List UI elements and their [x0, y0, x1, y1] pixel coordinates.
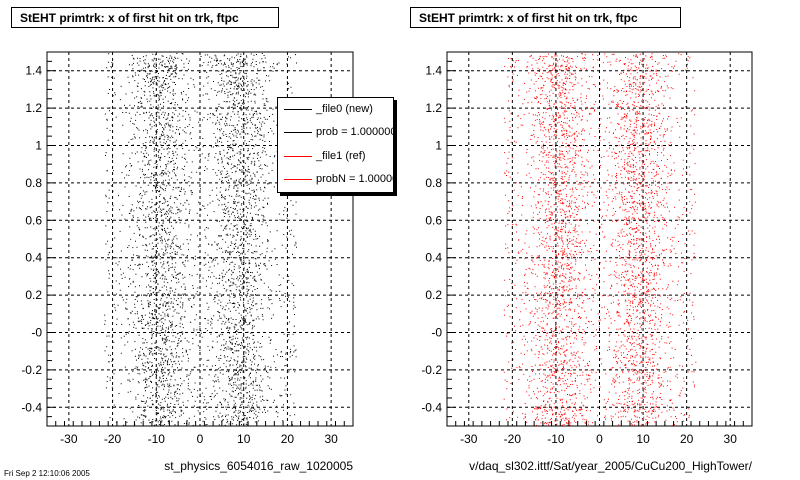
plot-title-left: StEHT primtrk: x of first hit on trk, ft…	[11, 7, 279, 28]
x-tick-label: 30	[724, 432, 738, 446]
x-tick-label: -10	[148, 432, 166, 446]
x-tick-label: 20	[281, 432, 295, 446]
legend-line-icon	[284, 109, 312, 110]
y-tick-label: 0.8	[425, 176, 442, 190]
y-tick-label: 0.4	[425, 251, 442, 265]
y-tick-label: 1.4	[425, 64, 442, 78]
footer-stamp: Fri Sep 2 12:10:06 2005	[4, 469, 90, 478]
x-tick-label: 0	[596, 432, 603, 446]
y-tick-label: 0.8	[25, 176, 42, 190]
x-tick-label: -30	[60, 432, 78, 446]
x-axis-label: v/daq_sl302.ittf/Sat/year_2005/CuCu200_H…	[469, 459, 753, 473]
y-tick-label: 0.2	[425, 288, 442, 302]
legend: _file0 (new) prob = 1.000000 _file1 (ref…	[277, 97, 394, 193]
legend-entry: prob = 1.000000	[278, 125, 394, 139]
legend-label: probN = 1.000000	[316, 173, 393, 185]
legend-label: prob = 1.000000	[316, 126, 394, 138]
y-tick-label: -0.2	[21, 363, 42, 377]
legend-entry: _file0 (new)	[278, 102, 393, 116]
y-tick-label: 1.4	[25, 64, 42, 78]
legend-line-icon	[284, 132, 312, 133]
legend-label: _file0 (new)	[316, 103, 373, 115]
legend-entry: _file1 (ref)	[278, 149, 393, 163]
y-tick-label: 1	[435, 139, 442, 153]
y-tick-label: 1	[35, 139, 42, 153]
x-tick-label: 10	[237, 432, 251, 446]
y-tick-label: 0.2	[25, 288, 42, 302]
plot-title-right: StEHT primtrk: x of first hit on trk, ft…	[410, 7, 681, 28]
y-tick-label: 0.6	[425, 213, 442, 227]
y-tick-label: 0.4	[25, 251, 42, 265]
y-tick-label: 1.2	[425, 101, 442, 115]
x-tick-label: 20	[680, 432, 694, 446]
legend-entry: probN = 1.000000	[278, 172, 393, 186]
x-tick-label: 10	[636, 432, 650, 446]
y-tick-label: -0.4	[421, 400, 442, 414]
legend-label: _file1 (ref)	[316, 150, 366, 162]
y-tick-label: 0.6	[25, 213, 42, 227]
x-tick-label: -30	[460, 432, 478, 446]
x-tick-label: -20	[504, 432, 522, 446]
legend-line-icon	[284, 179, 312, 180]
y-tick-label: -0.4	[21, 400, 42, 414]
y-tick-label: -0.2	[421, 363, 442, 377]
x-tick-label: -20	[104, 432, 122, 446]
legend-line-icon	[284, 156, 312, 157]
y-tick-label: -0	[31, 326, 42, 340]
y-tick-label: -0	[431, 326, 442, 340]
y-tick-label: 1.2	[25, 101, 42, 115]
x-tick-label: 30	[324, 432, 338, 446]
x-tick-label: 0	[197, 432, 204, 446]
x-axis-label: st_physics_6054016_raw_1020005	[164, 459, 353, 473]
x-tick-label: -10	[547, 432, 565, 446]
